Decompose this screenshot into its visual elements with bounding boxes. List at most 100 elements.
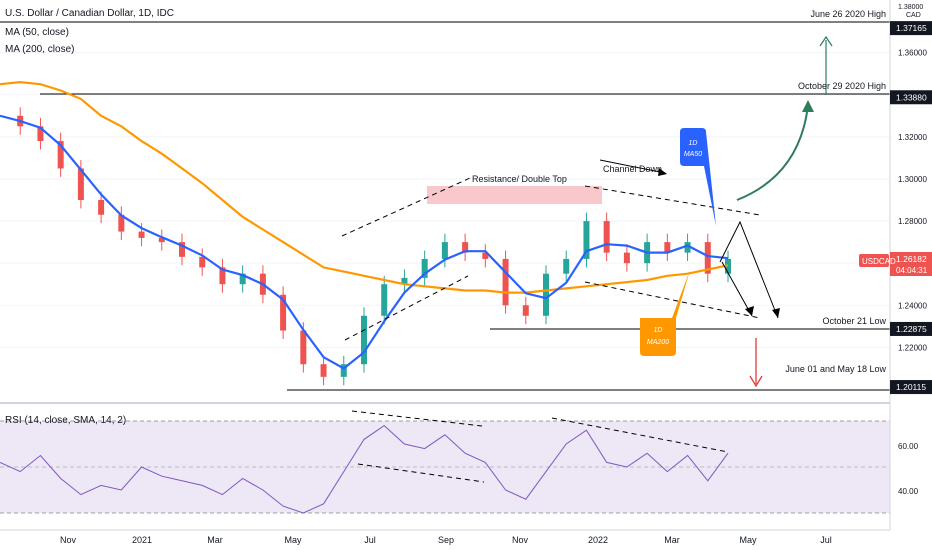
projection-short-arrowhead xyxy=(745,306,754,316)
projection-path-short[interactable] xyxy=(721,261,753,317)
ma50-callout[interactable]: 1D MA50 xyxy=(680,128,716,226)
candle-body xyxy=(563,258,570,274)
channel-down-lower-line[interactable] xyxy=(584,281,761,319)
candle-body xyxy=(361,315,367,365)
candle-body xyxy=(98,200,105,215)
price-axis-top-tick: 1.38000 xyxy=(898,4,923,11)
rsi-trendline-lower-1[interactable] xyxy=(357,463,485,483)
time-axis-label: Nov xyxy=(512,535,529,545)
candle-body xyxy=(583,221,590,259)
price-tick-label: 1.24000 xyxy=(898,301,927,310)
downside-target-arrowhead xyxy=(749,375,763,388)
candle-body xyxy=(118,214,125,232)
ma200-legend: MA (200, close) xyxy=(5,44,74,55)
rising-channel-upper-line[interactable] xyxy=(341,177,471,237)
level-label-june-01-may-18-low: June 01 and May 18 Low xyxy=(785,364,886,374)
time-axis-label: Sep xyxy=(438,535,454,545)
channel-down-pointer-head xyxy=(658,168,667,176)
panel-separator[interactable] xyxy=(0,402,890,404)
candle-body xyxy=(37,126,44,142)
ma200-callout-line2: MA200 xyxy=(647,339,669,346)
level-tag-october-21-low xyxy=(890,321,932,336)
breakout-target-arrow[interactable] xyxy=(736,104,809,201)
ma200-line[interactable] xyxy=(0,80,729,294)
level-tag-october-29-2020-high xyxy=(890,90,932,105)
candle-body xyxy=(684,242,691,253)
symbol-tag-text: USDCAD xyxy=(862,257,896,266)
breakout-target-arrowhead xyxy=(802,100,814,112)
time-axis-label: Nov xyxy=(60,535,77,545)
candle-body xyxy=(340,364,347,377)
candle-body xyxy=(482,252,489,259)
rising-channel-lower-line[interactable] xyxy=(344,275,469,341)
candle-body xyxy=(138,231,145,238)
rsi-tick-60: 60.00 xyxy=(898,442,919,451)
candle-body xyxy=(199,256,206,268)
candle-body xyxy=(623,252,630,264)
candle-body xyxy=(664,242,671,253)
candle-body xyxy=(704,242,711,274)
symbol-tag-box xyxy=(859,254,889,267)
channel-down-pointer xyxy=(599,159,666,174)
projection-arrowhead xyxy=(772,308,780,318)
candlesticks xyxy=(17,107,731,386)
level-tag-value-october-21-low: 1.22875 xyxy=(896,324,927,334)
rsi-trendline-upper-2[interactable] xyxy=(551,417,729,453)
level-tag-june-01-may-18-low xyxy=(890,380,932,395)
symbol-tag[interactable]: USDCAD xyxy=(859,254,896,267)
candle-body xyxy=(543,273,549,316)
time-axis-label: Mar xyxy=(207,535,223,545)
ma200-callout[interactable]: 1D MA200 xyxy=(640,270,690,356)
candle-body xyxy=(421,258,428,278)
rsi-trendline-upper-1[interactable] xyxy=(351,410,483,427)
current-price-countdown: 04:04:31 xyxy=(896,266,928,275)
time-axis-labels: Nov 2021 Mar May Jul Sep Nov 2022 Mar May Jul xyxy=(60,535,832,545)
ma50-callout-line2: MA50 xyxy=(684,151,702,158)
projection-path[interactable] xyxy=(719,220,779,319)
rsi-tick-40: 40.00 xyxy=(898,487,919,496)
currency-label: CAD xyxy=(906,12,921,19)
price-tick-label: 1.30000 xyxy=(898,175,927,184)
candle-body xyxy=(219,267,226,285)
level-tag-value-june-01-may-18-low: 1.20115 xyxy=(896,382,926,392)
rsi-line[interactable] xyxy=(0,424,729,514)
level-label-june-26-2020-high: June 26 2020 High xyxy=(810,9,886,19)
current-price-tag[interactable]: 1.26182 04:04:31 xyxy=(890,252,932,276)
time-axis-label: 2022 xyxy=(588,535,608,545)
candle-body xyxy=(320,364,327,377)
time-axis-label: Mar xyxy=(664,535,680,545)
level-tag-value-june-26-2020-high: 1.37165 xyxy=(896,23,927,33)
current-price-tag-box xyxy=(890,252,932,276)
time-axis-label: 2021 xyxy=(132,535,152,545)
candle-body xyxy=(158,237,165,243)
current-price-value: 1.26182 xyxy=(896,254,927,264)
candle-body xyxy=(603,221,610,253)
rsi-legend: RSI (14, close, SMA, 14, 2) xyxy=(5,415,126,426)
candle-body xyxy=(381,284,388,316)
level-tag-june-26-2020-high xyxy=(890,21,932,36)
time-axis-background[interactable] xyxy=(0,530,932,550)
candle-body xyxy=(522,305,529,316)
time-axis-label: Jul xyxy=(364,535,376,545)
price-tick-label: 1.32000 xyxy=(898,133,927,142)
ma50-callout-line1: 1D xyxy=(689,140,698,147)
channel-down-upper-line[interactable] xyxy=(584,185,761,216)
level-label-october-29-2020-high: October 29 2020 High xyxy=(798,81,886,91)
level-price-tags: 1.37165 1.33880 1.22875 1.20115 xyxy=(890,21,932,395)
ma50-line[interactable] xyxy=(0,114,729,370)
candle-body xyxy=(77,168,84,200)
resistance-label: Resistance/ Double Top xyxy=(472,174,567,184)
candle-body xyxy=(179,242,185,257)
resistance-zone[interactable] xyxy=(427,186,602,204)
upside-target-arrowhead xyxy=(819,35,833,47)
ma50-legend: MA (50, close) xyxy=(5,27,69,38)
candle-body xyxy=(401,277,408,285)
candle-body xyxy=(441,242,448,259)
time-axis-label: May xyxy=(284,535,302,545)
price-tick-label: 1.22000 xyxy=(898,343,927,352)
candle-body xyxy=(462,242,469,253)
chart-title: U.S. Dollar / Canadian Dollar, 1D, IDC xyxy=(5,8,174,19)
candle-body xyxy=(239,273,246,285)
candle-body xyxy=(502,258,509,306)
